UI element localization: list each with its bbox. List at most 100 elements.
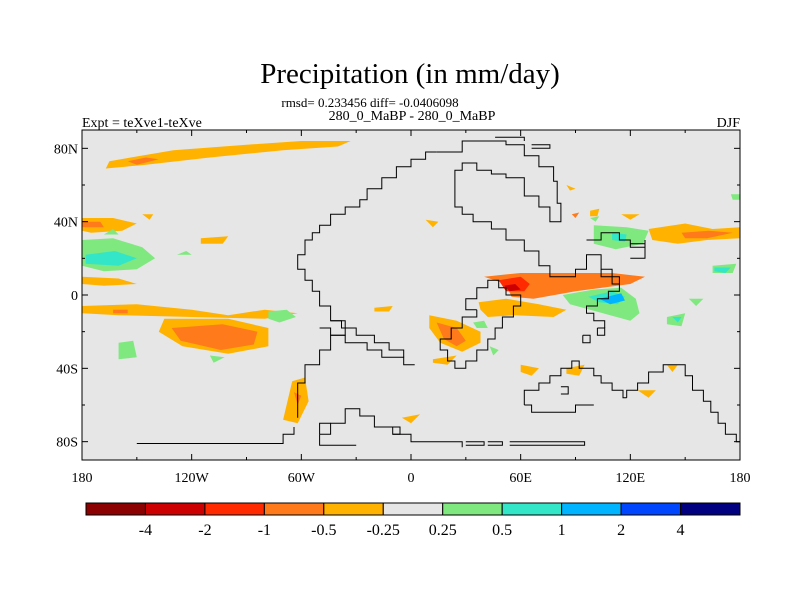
coastline-11 [626, 364, 740, 443]
coastline-12 [136, 427, 295, 444]
colorbar-label-7: 1 [558, 522, 566, 539]
coastline-21 [531, 144, 551, 149]
colorbar-swatch-6 [442, 502, 503, 516]
coastline-9 [523, 360, 627, 405]
contour-region-42 [566, 364, 585, 376]
contour-region-9 [113, 309, 128, 314]
chart-title: Precipitation (in mm/day) [260, 58, 560, 90]
coastline-layer [136, 136, 740, 448]
contour-region-20 [401, 414, 421, 424]
contour-region-16 [103, 229, 119, 235]
x-tick-label-4: 60E [509, 471, 532, 486]
colorbar-swatch-5 [382, 502, 444, 516]
coastline-14 [487, 441, 503, 446]
coastline-15 [509, 441, 586, 446]
y-tick-label-1: 40N [54, 216, 78, 231]
coastline-7 [596, 327, 606, 336]
contour-region-44 [666, 364, 678, 372]
colorbar-label-0: -4 [139, 522, 152, 539]
contour-region-3 [82, 221, 104, 228]
contour-region-8 [82, 304, 298, 319]
contour-region-24 [504, 284, 521, 292]
colorbar-swatch-4 [323, 502, 384, 516]
contour-region-21 [425, 219, 439, 228]
contour-region-2 [82, 218, 137, 233]
colorbar-label-9: 4 [677, 522, 685, 539]
x-tick-label-3: 0 [408, 471, 415, 486]
colorbar-label-2: -1 [258, 522, 271, 539]
contour-region-14 [209, 355, 225, 363]
colorbar-label-8: 2 [617, 522, 625, 539]
y-tick-label-2: 0 [71, 289, 78, 304]
coastline-4 [439, 279, 522, 369]
contour-region-12 [118, 340, 137, 360]
colorbar-label-5: 0.25 [429, 522, 457, 539]
contour-region-25 [478, 298, 567, 317]
contour-region-17 [200, 236, 229, 244]
coastline-23 [630, 243, 646, 259]
colorbar-swatch-8 [561, 502, 622, 516]
contour-region-4 [142, 214, 154, 220]
coastline-17 [319, 422, 331, 435]
contour-region-49 [571, 212, 580, 218]
contour-region-31 [473, 320, 488, 328]
coastline-8 [582, 334, 591, 344]
coastline-10 [524, 404, 594, 413]
contour-region-38 [714, 267, 731, 273]
x-tick-label-2: 60W [288, 471, 316, 486]
chart-subtitle: 280_0_MaBP - 280_0_MaBP [329, 109, 496, 124]
coastline-13 [465, 441, 485, 446]
contour-region-47 [590, 208, 600, 217]
season-label: DJF [717, 116, 741, 131]
coastline-22 [560, 386, 569, 395]
contour-region-40 [432, 355, 457, 365]
contour-region-36 [621, 214, 640, 220]
contour-region-35 [681, 230, 733, 239]
colorbar-swatch-2 [204, 502, 265, 516]
coastline-20 [495, 136, 525, 141]
y-tick-label-4: 80S [56, 436, 78, 451]
coastline-5 [586, 232, 646, 248]
contour-region-0 [105, 141, 351, 169]
contour-region-18 [283, 377, 309, 424]
contour-region-1 [127, 157, 159, 165]
contour-region-43 [637, 390, 656, 398]
contour-region-53 [489, 346, 499, 356]
contour-region-15 [177, 251, 192, 255]
contour-region-48 [590, 216, 600, 222]
contour-region-7 [82, 276, 137, 286]
colorbar-label-1: -2 [198, 522, 211, 539]
coastline-6 [586, 269, 620, 328]
y-tick-label-3: 40S [56, 362, 78, 377]
coastline-19 [319, 434, 357, 446]
contour-region-50 [566, 185, 576, 191]
map-background [82, 130, 740, 460]
contour-region-13 [268, 309, 296, 323]
contour-region-46 [672, 317, 682, 323]
coastline-16 [319, 408, 463, 448]
contour-region-28 [599, 293, 625, 305]
experiment-label: Expt = teXve1-teXve [82, 116, 202, 131]
contour-region-39 [374, 306, 393, 312]
contour-region-52 [688, 298, 704, 306]
map-axes: 180 120W 60W 0 60E 120E 180 80N 40N 0 40S 80S [54, 130, 751, 486]
colorbar-label-6: 0.5 [492, 522, 512, 539]
contour-region-51 [730, 194, 740, 200]
colorbar: -4 -2 -1 -0.5 -0.25 0.25 0.5 1 2 4 [85, 502, 741, 539]
colorbar-swatch-0 [85, 502, 146, 516]
coastline-1 [319, 327, 415, 366]
x-tick-label-6: 180 [730, 471, 751, 486]
colorbar-swatch-9 [620, 502, 682, 516]
x-tick-label-5: 120E [616, 471, 646, 486]
coastline-18 [392, 426, 401, 435]
colorbar-label-4: -0.25 [367, 522, 400, 539]
colorbar-swatch-3 [263, 502, 325, 516]
stats-line: rmsd= 0.233456 diff= -0.0406098 [281, 95, 458, 110]
contour-region-6 [85, 251, 137, 266]
x-tick-label-0: 180 [72, 471, 93, 486]
colorbar-swatch-10 [680, 502, 741, 516]
colorbar-swatch-1 [144, 502, 206, 516]
y-tick-label-0: 80N [54, 142, 78, 157]
coastline-3 [436, 140, 620, 284]
